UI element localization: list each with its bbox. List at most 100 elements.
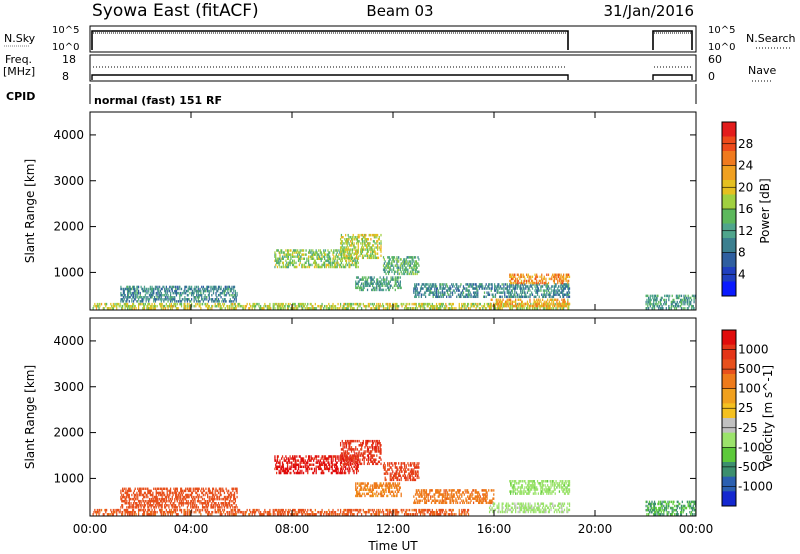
echo-cell (467, 295, 470, 299)
echo-cell (502, 298, 504, 302)
echo-cell (371, 288, 373, 292)
echo-cell (417, 283, 419, 286)
echo-cell (233, 493, 235, 497)
echo-cell (527, 295, 529, 299)
echo-cell (404, 510, 407, 514)
echo-cell (236, 487, 238, 491)
echo-cell (443, 287, 445, 290)
echo-cell (297, 257, 300, 260)
echo-cell (650, 302, 652, 306)
echo-cell (651, 307, 653, 310)
echo-cell (178, 493, 180, 497)
echo-cell (318, 253, 320, 256)
echo-cell (175, 300, 178, 303)
echo-cell (372, 250, 375, 253)
echo-cell (153, 298, 156, 301)
echo-cell (293, 261, 295, 265)
echo-cell (260, 510, 262, 514)
echo-cell (356, 286, 359, 290)
echo-cell (355, 263, 358, 267)
echo-cell (324, 259, 327, 263)
echo-cell (385, 272, 387, 276)
echo-cell (547, 285, 550, 288)
echo-cell (308, 307, 311, 310)
echo-cell (132, 291, 134, 295)
echo-cell (222, 510, 225, 514)
echo-cell (292, 508, 294, 512)
echo-cell (207, 502, 210, 505)
echo-cell (529, 307, 531, 310)
echo-cell (198, 293, 200, 297)
echo-cell (536, 285, 538, 288)
echo-cell (228, 513, 231, 516)
echo-cell (332, 253, 334, 256)
echo-cell (414, 513, 417, 516)
echo-cell (185, 285, 188, 289)
echo-cell (496, 285, 498, 288)
echo-cell (512, 285, 514, 288)
echo-cell (547, 283, 549, 286)
echo-cell (536, 287, 539, 290)
echo-cell (196, 487, 198, 491)
echo-cell (423, 304, 425, 308)
echo-cell (145, 296, 147, 299)
echo-cell (214, 302, 216, 306)
echo-cell (210, 287, 212, 291)
echo-cell (473, 304, 476, 308)
echo-cell (181, 298, 183, 301)
echo-cell (463, 508, 465, 512)
echo-cell (178, 504, 180, 507)
echo-cell (301, 302, 303, 306)
echo-cell (350, 235, 352, 239)
echo-cell (254, 510, 257, 514)
echo-cell (233, 487, 235, 491)
echo-cell (112, 302, 114, 306)
echo-cell (191, 499, 193, 503)
echo-cell (217, 506, 219, 509)
echo-cell (498, 304, 500, 308)
echo-cell (549, 302, 551, 306)
echo-cell (228, 495, 230, 499)
echo-cell (205, 491, 207, 495)
echo-cell (428, 289, 430, 292)
echo-cell (422, 508, 424, 512)
echo-cell (465, 295, 467, 299)
echo-cell (133, 291, 136, 295)
echo-cell (95, 510, 98, 514)
echo-cell (122, 287, 125, 291)
echo-cell (289, 249, 291, 252)
echo-cell (340, 242, 343, 245)
echo-cell (128, 510, 130, 514)
echo-cell (133, 513, 136, 516)
echo-cell (472, 302, 475, 306)
echo-cell (178, 497, 180, 501)
echo-cell (224, 513, 226, 516)
echo-cell (308, 455, 311, 458)
echo-cell (99, 302, 101, 306)
echo-cell (494, 287, 496, 290)
echo-cell (122, 300, 125, 303)
echo-cell (157, 287, 159, 291)
echo-cell (230, 493, 232, 497)
echo-cell (318, 255, 320, 258)
echo-cell (165, 497, 167, 501)
echo-cell (124, 497, 126, 501)
echo-cell (173, 304, 175, 308)
echo-cell (256, 302, 258, 306)
echo-cell (354, 252, 356, 255)
echo-cell (353, 244, 355, 247)
echo-cell (482, 287, 484, 290)
echo-cell (509, 295, 512, 299)
echo-cell (351, 307, 353, 310)
echo-cell (566, 275, 568, 279)
echo-cell (211, 504, 213, 507)
echo-cell (427, 304, 429, 308)
echo-cell (661, 304, 663, 308)
echo-cell (365, 510, 367, 514)
echo-cell (279, 513, 281, 516)
echo-cell (453, 307, 455, 310)
echo-cell (693, 300, 695, 304)
echo-cell (462, 302, 465, 306)
echo-cell (413, 260, 415, 263)
echo-cell (552, 304, 554, 308)
